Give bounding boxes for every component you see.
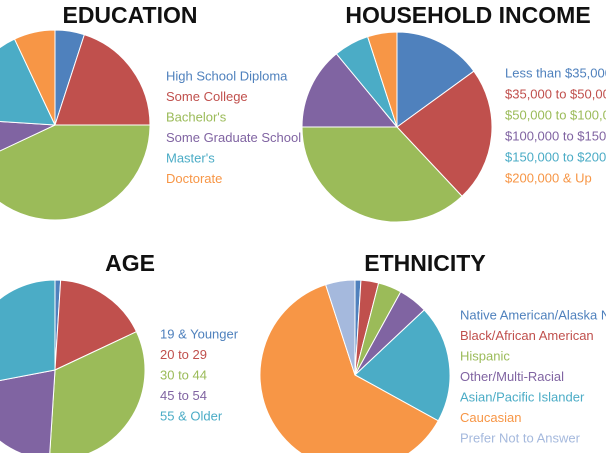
chart-title: ETHNICITY	[364, 250, 485, 276]
legend-label: $50,000 to $100,000	[505, 107, 606, 122]
legend-label: Native American/Alaska Native	[460, 307, 606, 322]
pie-slice	[301, 53, 399, 128]
legend-label: $150,000 to $200,000	[505, 149, 606, 164]
pie-slice	[0, 121, 56, 152]
legend-label: Black/African American	[460, 328, 594, 343]
pie-slice	[0, 279, 56, 382]
legend-label: Hispanic	[460, 348, 510, 363]
legend-label: 19 & Younger	[160, 326, 239, 341]
legend-label: Other/Multi-Racial	[460, 369, 564, 384]
pie-slice	[367, 31, 398, 128]
chart-title: AGE	[105, 250, 155, 276]
pie-slice	[301, 126, 463, 223]
legend-label: $200,000 & Up	[505, 170, 592, 185]
pie-slice	[0, 369, 56, 453]
pie-slice	[54, 279, 138, 371]
legend-label: Some Graduate School	[166, 130, 301, 145]
legend-label: Asian/Pacific Islander	[460, 389, 585, 404]
pie-slice	[354, 309, 451, 422]
legend-label: 20 to 29	[160, 347, 207, 362]
legend-label: 45 to 54	[160, 388, 207, 403]
legend-label: 55 & Older	[160, 408, 223, 423]
legend-label: Caucasian	[460, 410, 521, 425]
chart-title: EDUCATION	[62, 2, 197, 28]
pie-slice	[325, 279, 356, 376]
pie-slice	[0, 124, 151, 221]
pie-slice	[13, 29, 56, 126]
pie-slice	[396, 70, 493, 197]
legend-label: 30 to 44	[160, 367, 207, 382]
legend-label: High School Diploma	[166, 68, 288, 83]
legend-label: Less than $35,000	[505, 65, 606, 80]
legend-label: Some College	[166, 89, 248, 104]
pie-slice	[396, 31, 475, 128]
legend-label: Bachelor's	[166, 109, 227, 124]
pie-slice	[0, 38, 56, 126]
pie-slice	[54, 34, 151, 126]
legend-label: Master's	[166, 150, 215, 165]
chart-title: HOUSEHOLD INCOME	[345, 2, 590, 28]
pie-slice	[49, 331, 146, 453]
pie-slice	[259, 284, 439, 453]
legend-label: Prefer Not to Answer	[460, 430, 581, 445]
legend-label: Doctorate	[166, 171, 222, 186]
legend-label: $100,000 to $150,000	[505, 128, 606, 143]
legend-label: $35,000 to $50,000	[505, 86, 606, 101]
